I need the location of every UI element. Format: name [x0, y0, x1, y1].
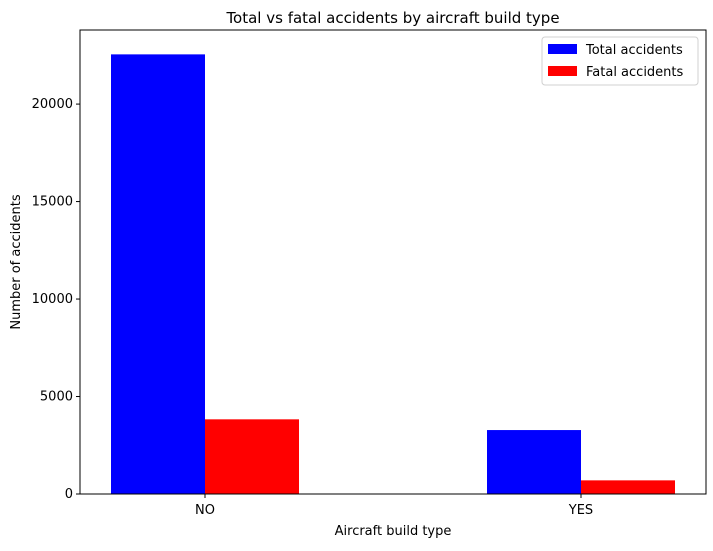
legend-label-total-accidents: Total accidents	[585, 43, 683, 58]
legend-swatch-fatal-accidents	[548, 66, 577, 76]
bar-total-accidents-yes	[487, 430, 581, 494]
y-tick-label: 20000	[32, 97, 73, 112]
plot-frame	[79, 29, 707, 495]
y-tick-label: 10000	[32, 292, 73, 307]
bars-layer	[111, 54, 675, 494]
legend-frame	[541, 36, 699, 86]
x-axis-label: Aircraft build type	[335, 524, 452, 539]
legend-swatch-total-accidents	[548, 44, 577, 54]
legend-label-fatal-accidents: Fatal accidents	[586, 65, 684, 80]
bar-fatal-accidents-yes	[581, 480, 675, 494]
y-tick-label: 5000	[40, 390, 73, 405]
y-tick-label: 15000	[32, 195, 73, 210]
x-tick-label: NO	[195, 503, 215, 518]
y-axis-label: Number of accidents	[9, 194, 24, 329]
legend: Total accidents Fatal accidents	[541, 36, 699, 86]
chart-title: Total vs fatal accidents by aircraft bui…	[225, 9, 559, 27]
ticks-layer: 0 5000 10000 15000 20000 NO YES	[32, 97, 594, 518]
bar-total-accidents-no	[111, 54, 205, 494]
bar-fatal-accidents-no	[205, 419, 299, 494]
x-tick-label: YES	[568, 503, 593, 518]
y-tick-label: 0	[65, 487, 73, 502]
